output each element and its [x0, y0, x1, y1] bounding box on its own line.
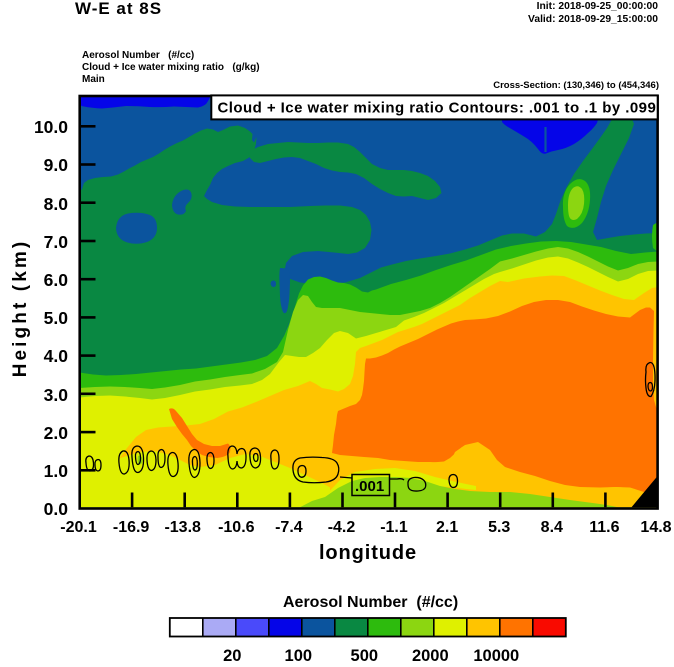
- svg-text:.001: .001: [355, 478, 384, 495]
- svg-text:Cloud + Ice water mixing ratio: Cloud + Ice water mixing ratio Contours:…: [218, 99, 657, 116]
